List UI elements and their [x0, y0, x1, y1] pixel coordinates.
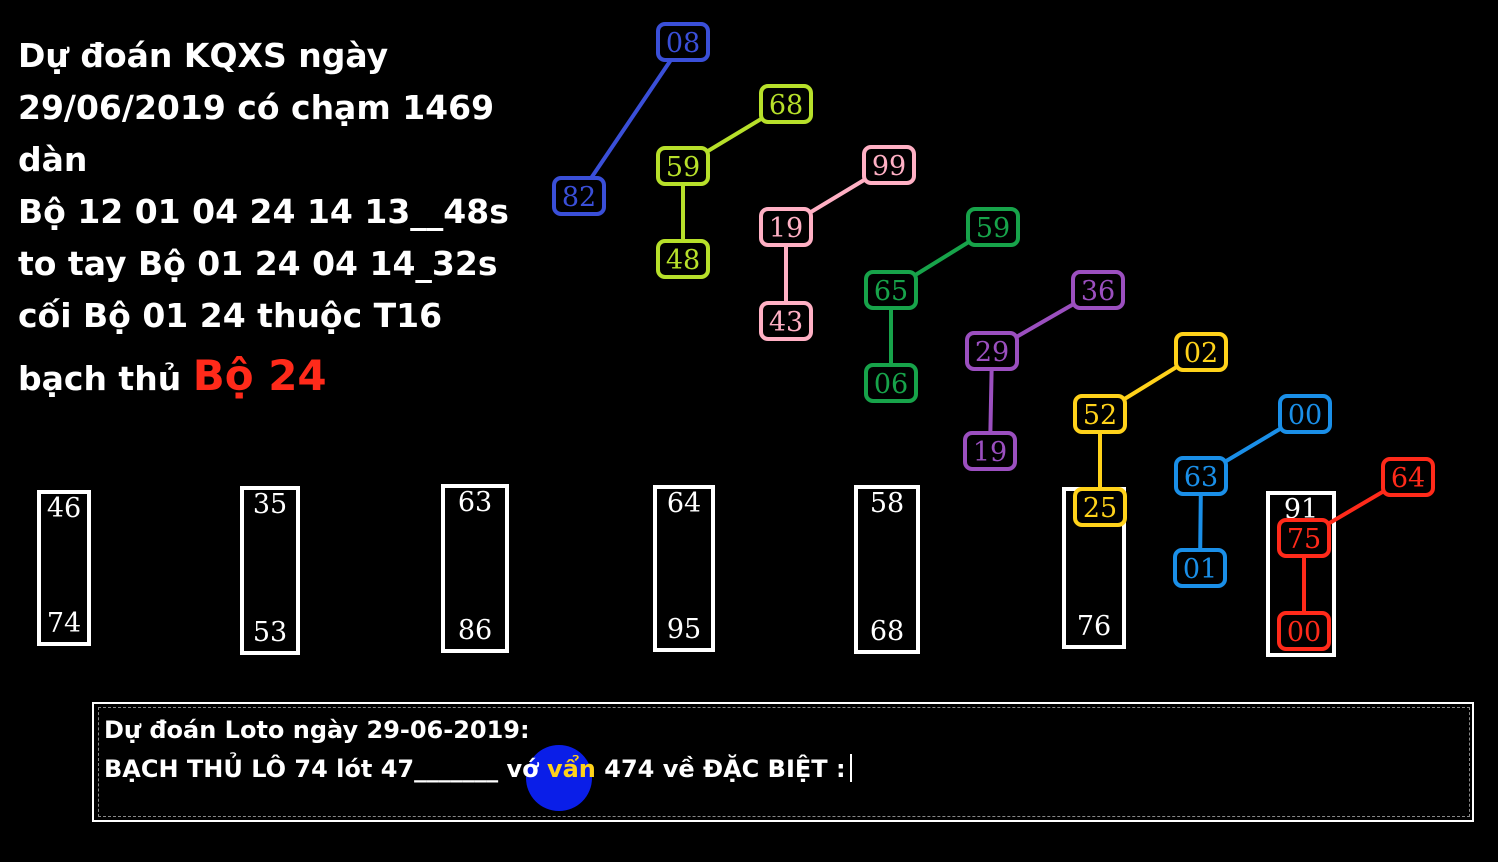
column-top-number: 64 [667, 488, 701, 519]
column-bottom-number: 74 [47, 608, 81, 639]
chain-node-box [1071, 270, 1125, 310]
line2-after: 474 về ĐẶC BIỆT : [604, 755, 846, 783]
chain-node-number: 68 [769, 90, 803, 121]
number-column-3: 63 86 [441, 484, 509, 653]
chain-node-box [966, 207, 1020, 247]
chain-node-box [656, 146, 710, 186]
chain-node-number: 75 [1287, 524, 1321, 555]
chain-blue_dark: 08 82 [552, 22, 710, 216]
column-top-number: 35 [253, 489, 287, 520]
chain-yellow: 02 52 25 [1073, 332, 1228, 527]
prediction-headline: Dự đoán KQXS ngày 29/06/2019 có chạm 146… [18, 30, 518, 405]
chain-node-number: 43 [769, 307, 803, 338]
chain-blue: 00 63 01 [1173, 394, 1332, 588]
chain-node-number: 99 [872, 151, 906, 182]
chain-node-number: 00 [1287, 617, 1321, 648]
chain-node-box [864, 270, 918, 310]
number-column-5: 58 68 [854, 485, 920, 654]
chain-green: 59 65 06 [864, 207, 1020, 403]
chain-node-box [1073, 394, 1127, 434]
chain-node-number: 02 [1184, 338, 1218, 369]
loto-prediction-line-1: Dự đoán Loto ngày 29-06-2019: [104, 716, 530, 744]
line2-highlight: vẩn [546, 755, 596, 783]
headline-line-2: 29/06/2019 có chạm 1469 [18, 88, 495, 127]
chain-node-number: 01 [1183, 554, 1217, 585]
chain-node-box [759, 301, 813, 341]
chain-node-box [1174, 332, 1228, 372]
chain-node-number: 52 [1083, 400, 1117, 431]
chain-node-box [965, 331, 1019, 371]
chain-node-number: 00 [1288, 400, 1322, 431]
headline-line-5: to tay Bộ 01 24 04 14_32s [18, 244, 498, 283]
chain-node-box [1277, 611, 1331, 651]
chain-connector-line [577, 40, 685, 198]
headline-line-1: Dự đoán KQXS ngày [18, 36, 389, 75]
chain-node-number: 29 [975, 337, 1009, 368]
number-column-4: 64 95 [653, 485, 715, 652]
chain-node-box [1278, 394, 1332, 434]
chain-node-box [1277, 518, 1331, 558]
chain-node-number: 64 [1391, 463, 1425, 494]
chain-node-number: 19 [769, 213, 803, 244]
chain-node-box [862, 145, 916, 185]
chain-node-number: 06 [874, 369, 908, 400]
chain-node-box [552, 176, 606, 216]
headline-highlight: Bộ 24 [192, 351, 327, 400]
cursor-highlight-dot [526, 745, 592, 811]
chain-node-box [963, 431, 1017, 471]
chain-node-number: 25 [1083, 493, 1117, 524]
text-caret [849, 754, 852, 782]
chain-node-number: 65 [874, 276, 908, 307]
loto-prediction-box[interactable]: Dự đoán Loto ngày 29-06-2019: BẠCH THỦ L… [92, 702, 1474, 822]
column-top-number: 46 [47, 493, 81, 524]
column-top-number: 58 [870, 488, 904, 519]
chain-node-box [759, 207, 813, 247]
chain-node-number: 63 [1184, 462, 1218, 493]
chain-node-number: 82 [562, 182, 596, 213]
column-frame [441, 484, 509, 653]
chain-node-box [759, 84, 813, 124]
column-bottom-number: 86 [458, 615, 492, 646]
chain-node-box [864, 363, 918, 403]
chain-node-number: 19 [973, 437, 1007, 468]
column-frame [37, 490, 91, 646]
column-frame [653, 485, 715, 652]
headline-line-3: dàn [18, 140, 88, 179]
chain-purple: 36 29 19 [963, 270, 1125, 471]
line2-before: BẠCH THỦ LÔ 74 lót 47_______ vớ [104, 755, 539, 783]
column-frame [854, 485, 920, 654]
loto-prediction-textarea[interactable] [98, 707, 1470, 817]
headline-line-4: Bộ 12 01 04 24 14 13__48s [18, 192, 509, 231]
loto-prediction-line-2: BẠCH THỦ LÔ 74 lót 47_______ vớ vẩn 474 … [104, 754, 852, 783]
chain-node-number: 59 [976, 213, 1010, 244]
chain-node-box [656, 239, 710, 279]
column-frame [1266, 491, 1336, 657]
chain-node-box [1173, 548, 1227, 588]
chain-pink: 99 19 43 [759, 145, 916, 341]
headline-prefix: bạch thủ [18, 359, 182, 398]
headline-line-6: cối Bộ 01 24 thuộc T16 [18, 296, 443, 335]
chain-node-number: 08 [666, 28, 700, 59]
headline-line-7: bạch thủ Bộ 24 [18, 350, 518, 405]
chain-node-number: 59 [666, 152, 700, 183]
column-bottom-number: 76 [1077, 611, 1111, 642]
number-column-1: 46 74 [37, 490, 91, 646]
column-frame [240, 486, 300, 655]
column-bottom-number: 53 [253, 617, 287, 648]
chain-red: 64 75 00 [1277, 457, 1435, 651]
chain-node-number: 48 [666, 245, 700, 276]
chain-node-number: 36 [1081, 276, 1115, 307]
chain-node-box [656, 22, 710, 62]
chain-node-box [1381, 457, 1435, 497]
chain-node-box [1073, 487, 1127, 527]
column-bottom-number: 68 [870, 616, 904, 647]
chain-lime: 68 59 48 [656, 84, 813, 279]
number-column-2: 35 53 [240, 486, 300, 655]
column-bottom-number: 95 [667, 614, 701, 645]
chain-node-box [1174, 456, 1228, 496]
column-top-number: 63 [458, 487, 492, 518]
